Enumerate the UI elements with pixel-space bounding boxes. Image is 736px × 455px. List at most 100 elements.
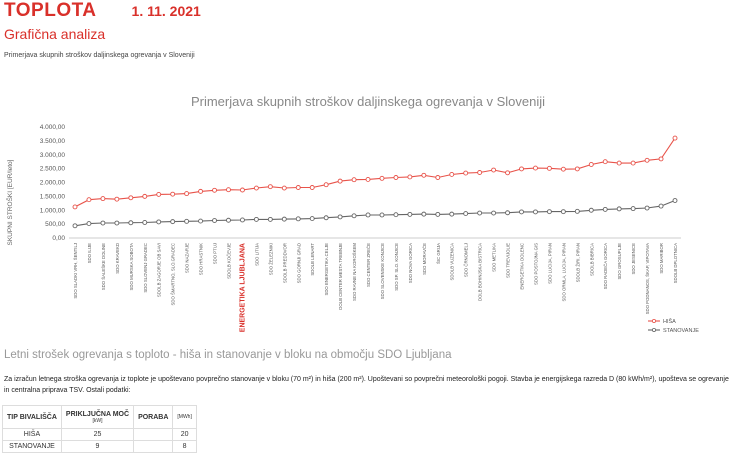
table-cell-type: HIŠA bbox=[2, 428, 62, 441]
data-point bbox=[100, 196, 106, 202]
x-tick-label: SDOLB ŽIRI, PIRAN bbox=[575, 243, 580, 282]
x-tick-label: SDO KRAVEKD bbox=[115, 243, 120, 274]
data-point bbox=[546, 165, 552, 171]
data-point bbox=[630, 206, 636, 212]
x-tick-label: DOLB CENTER MESTA TREBNJE bbox=[338, 243, 343, 310]
x-tick-label: SDO ŠALEŠKE DOLINE bbox=[101, 243, 106, 290]
data-point bbox=[142, 193, 148, 199]
x-tick-label: SDO POSTOJNA GIS bbox=[533, 243, 538, 285]
data-point bbox=[560, 166, 566, 172]
x-tick-label: SDO MORAVČE bbox=[422, 243, 427, 275]
data-point bbox=[519, 166, 524, 172]
table-cell-spacer bbox=[133, 428, 174, 441]
x-tick-label: SDO SLADKI VRH, ŠENTILJ bbox=[73, 243, 78, 299]
data-point bbox=[72, 223, 78, 229]
parameters-table: TIP BIVALIŠČA PRIKLJUČNA MOČ [kW] PORABA … bbox=[2, 405, 197, 453]
data-point bbox=[477, 210, 483, 216]
data-point bbox=[184, 191, 190, 197]
table-cell-power: 25 bbox=[60, 428, 135, 441]
data-point bbox=[421, 211, 427, 217]
table-header-cell: TIP BIVALIŠČA bbox=[2, 405, 62, 429]
y-tick-label: 500,00 bbox=[45, 221, 65, 228]
x-tick-label: SDOLB VUZENICA bbox=[450, 243, 455, 281]
table-cell-usage: 20 bbox=[172, 428, 197, 441]
x-tick-label: SDO METLIKA bbox=[492, 243, 497, 272]
y-axis-label: SKUPNI STROŠKI [EUR/leto] bbox=[5, 159, 14, 245]
brand-title: TOPLOTA bbox=[4, 0, 97, 21]
data-point bbox=[463, 170, 469, 176]
data-point bbox=[100, 220, 106, 226]
data-point bbox=[351, 177, 357, 183]
y-tick-label: 3.000,00 bbox=[40, 152, 66, 159]
data-point bbox=[602, 159, 608, 165]
data-point bbox=[491, 210, 497, 216]
table-header-cell: PRIKLJUČNA MOČ [kW] bbox=[60, 405, 135, 429]
data-point bbox=[407, 174, 413, 180]
data-point bbox=[86, 221, 92, 227]
data-point bbox=[672, 135, 678, 141]
legend-label: HIŠA bbox=[663, 318, 676, 325]
data-point bbox=[435, 175, 441, 180]
data-point bbox=[574, 208, 580, 214]
x-tick-label: SDO NAZARJE bbox=[185, 243, 190, 273]
data-point bbox=[533, 209, 538, 215]
data-point bbox=[644, 205, 650, 211]
data-point bbox=[407, 211, 413, 217]
x-tick-label: SDOLB PREDDVOR bbox=[282, 243, 287, 283]
section-paragraph: Za izračun letnega stroška ogrevanja iz … bbox=[4, 376, 729, 394]
section-title: Letni strošek ogrevanja s toploto - hiša… bbox=[4, 349, 452, 361]
data-point bbox=[239, 187, 245, 193]
x-tick-label: SDO ILIJE bbox=[87, 243, 92, 263]
data-point bbox=[560, 209, 566, 215]
data-point bbox=[309, 216, 315, 222]
data-point bbox=[212, 187, 217, 193]
table-row: HIŠA 25 20 bbox=[2, 428, 197, 441]
x-tick-label: SDO ENERGETIKA CELJE bbox=[324, 243, 329, 296]
legend-marker bbox=[652, 318, 657, 323]
x-tick-label: SDOLB KOČEVJE bbox=[226, 243, 231, 279]
data-point bbox=[505, 170, 511, 176]
y-tick-label: 1.500,00 bbox=[40, 193, 66, 200]
data-point bbox=[281, 185, 287, 191]
x-tick-label: SDO TREVIJOLIE bbox=[506, 243, 511, 278]
table-cell-spacer bbox=[133, 440, 174, 453]
y-tick-label: 2.000,00 bbox=[40, 180, 66, 187]
data-point bbox=[142, 220, 148, 225]
page-header: TOPLOTA 1. 11. 2021 bbox=[4, 0, 201, 26]
x-tick-label: ŠIC GRIJA bbox=[436, 243, 441, 264]
data-point bbox=[323, 182, 329, 188]
x-tick-label: ENERGETIKA DOLENC bbox=[520, 243, 525, 290]
y-tick-label: 2.500,00 bbox=[40, 166, 66, 173]
data-point bbox=[365, 176, 371, 182]
data-point bbox=[672, 198, 678, 203]
data-point bbox=[267, 216, 273, 222]
x-tick-label: SDOLB DPLOTNICA bbox=[673, 243, 678, 283]
data-point bbox=[630, 160, 636, 166]
data-point bbox=[379, 212, 385, 218]
y-tick-label: 4.000,00 bbox=[40, 124, 66, 131]
series-line bbox=[74, 137, 676, 208]
page-subtitle: Grafična analiza bbox=[4, 26, 106, 42]
legend-label: STANOVANJE bbox=[663, 328, 699, 334]
data-point bbox=[72, 204, 78, 210]
x-tick-label: SDO ČRNOMELJ bbox=[464, 243, 469, 277]
data-point bbox=[463, 211, 469, 217]
data-point bbox=[449, 172, 455, 177]
data-point bbox=[574, 166, 580, 172]
table-cell-type: STANOVANJE bbox=[2, 440, 62, 453]
table-cell-usage: 8 bbox=[172, 440, 197, 453]
x-tick-label: SDO GROSUPLJE bbox=[617, 243, 622, 280]
x-tick-label: SDO RAVNE NA KOROŠKEM bbox=[352, 243, 357, 301]
data-point bbox=[505, 210, 511, 216]
data-point bbox=[449, 211, 455, 217]
table-row: STANOVANJE 9 8 bbox=[2, 440, 197, 453]
data-point bbox=[616, 160, 622, 166]
x-tick-label: SDO LUCIJA, PIRAN bbox=[547, 243, 552, 284]
data-point bbox=[602, 206, 608, 212]
data-point bbox=[393, 175, 399, 180]
x-tick-label: SDO MARIBOR bbox=[659, 243, 664, 274]
x-tick-label: SDO RADEČA GORICA bbox=[603, 243, 608, 289]
table-cell-power: 9 bbox=[60, 440, 135, 453]
data-point bbox=[365, 212, 371, 218]
data-point bbox=[337, 214, 343, 220]
